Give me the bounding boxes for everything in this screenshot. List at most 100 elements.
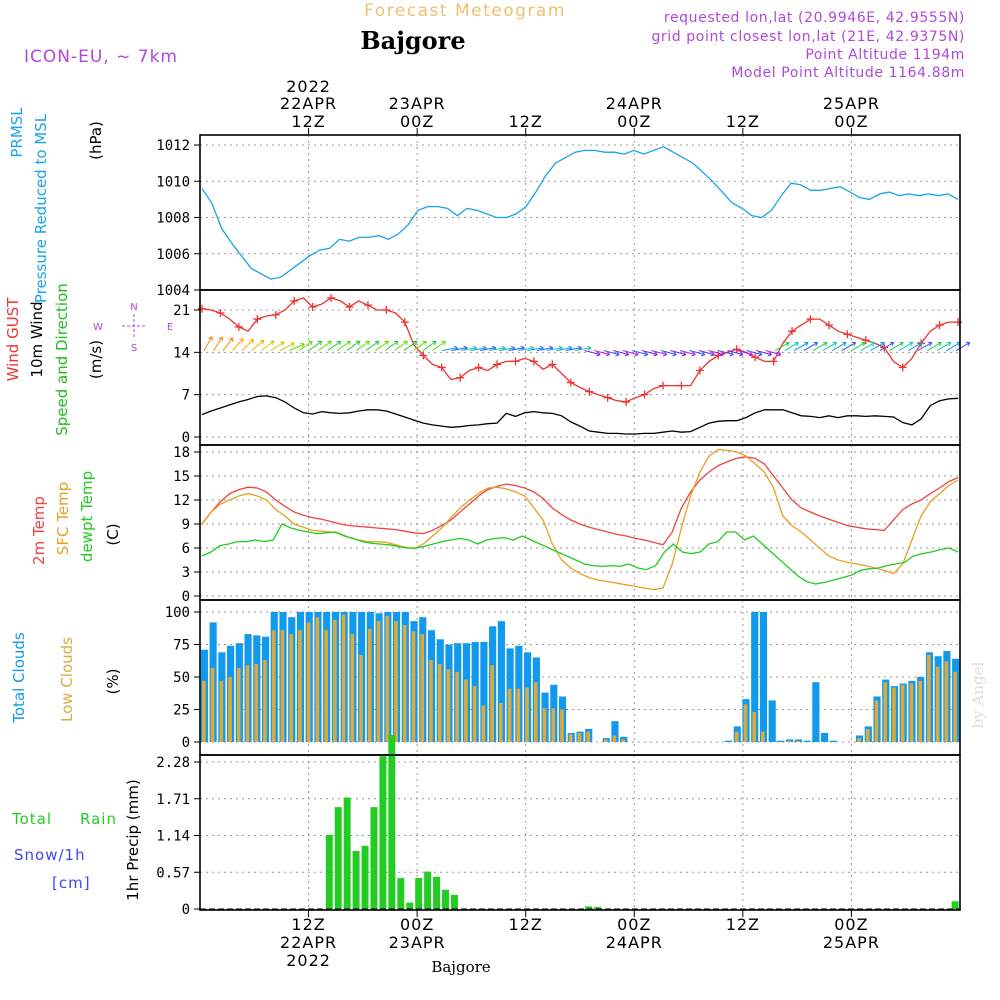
wind-direction-arrow: [708, 350, 725, 356]
wind-arrow-head: [908, 341, 914, 347]
bar-low-clouds: [446, 669, 451, 742]
top-tick-date: 25APR: [823, 94, 880, 113]
panel-label: Total: [11, 810, 52, 828]
gust-marker: [437, 363, 446, 372]
bar-low-clouds: [551, 708, 556, 742]
bar-low-clouds: [455, 671, 460, 742]
y-tick-label: 6: [182, 541, 190, 557]
bar-low-clouds: [289, 634, 294, 742]
wind-arrow-head: [300, 342, 305, 348]
top-tick-date: 22APR: [280, 94, 337, 113]
bar-precip: [370, 807, 378, 909]
wind-direction-arrow: [936, 342, 952, 351]
gust-marker: [898, 363, 907, 372]
y-tick-label: 75: [173, 638, 190, 654]
bar-precip: [343, 797, 351, 909]
y-tick-label: 21: [173, 303, 190, 319]
panel-label: Pressure Reduced to MSL: [32, 113, 50, 303]
wind-direction-arrow: [670, 350, 687, 356]
wind-direction-arrow: [736, 350, 753, 356]
bar-total-clouds: [821, 732, 829, 742]
bar-low-clouds: [857, 738, 861, 742]
wind-direction-arrow: [603, 350, 620, 356]
panel-frame: [199, 289, 961, 446]
bar-low-clouds: [909, 683, 914, 742]
gust-marker: [529, 357, 538, 366]
gust-marker: [788, 327, 797, 336]
gust-marker: [640, 390, 649, 399]
model-label: ICON-EU, ~ 7km: [24, 47, 178, 67]
compass-rose: N S W E: [93, 302, 173, 354]
wind-direction-arrow: [575, 347, 592, 352]
bar-low-clouds: [315, 617, 320, 742]
top-tick-year: 2022: [286, 77, 331, 96]
wind-direction-arrow: [556, 347, 573, 352]
wind-arrow-head: [218, 336, 223, 342]
bar-low-clouds: [490, 665, 494, 742]
panel-label: Total Clouds: [10, 632, 28, 724]
gust-marker: [271, 310, 280, 319]
wind-arrow-head: [374, 340, 380, 346]
bar-low-clouds: [306, 622, 311, 742]
panel-frame: [199, 754, 961, 911]
wind-direction-arrow: [822, 342, 837, 351]
wind-arrow-head: [634, 351, 639, 357]
gust-marker: [511, 357, 520, 366]
bar-total-clouds: [759, 612, 768, 742]
gust-marker: [658, 381, 667, 390]
panel-label: PRMSL: [8, 107, 26, 158]
wind-direction-arrow: [356, 340, 370, 351]
wind-direction-arrow: [346, 340, 361, 351]
wind-direction-arrow: [679, 350, 696, 356]
panel-2: 0 7 14 21 N S W E Wind GUST 10m Wind Speed and Dir…: [4, 283, 971, 446]
wind-direction-arrow: [774, 342, 790, 351]
bar-low-clouds: [586, 731, 591, 742]
bar-low-clouds: [542, 708, 547, 742]
bar-low-clouds: [324, 630, 328, 742]
panel-5: 0 0.57 1.14 1.71 2.28 Total Rain Snow/1h [cm] 1hr…: [11, 734, 961, 918]
wind-direction-arrow: [641, 350, 658, 356]
bar-precip: [594, 907, 601, 909]
model-altitude: Model Point Altitude 1164.88m: [731, 65, 965, 81]
bar-low-clouds: [210, 667, 215, 742]
y-tick-label: 1012: [156, 138, 190, 154]
wind-direction-arrow: [908, 342, 923, 351]
bar-precip: [388, 734, 396, 909]
wind-direction-arrow: [394, 340, 408, 351]
wind-direction-arrow: [365, 340, 380, 351]
wind-arrow-head: [355, 340, 361, 346]
wind-arrow-head: [918, 341, 923, 347]
bar-low-clouds: [394, 621, 398, 742]
top-tick-hour: 12Z: [291, 112, 325, 131]
bar-low-clouds: [953, 671, 957, 742]
wind-arrow-head: [228, 337, 234, 342]
wind-direction-arrow: [898, 342, 913, 351]
y-tick-label: 1010: [156, 174, 190, 190]
location-title: Bajgore: [360, 26, 465, 55]
bar-low-clouds: [743, 704, 748, 742]
wind-arrow-head: [719, 351, 725, 357]
wind-direction-arrow: [946, 342, 961, 351]
bar-low-clouds: [359, 654, 363, 742]
gust-marker: [585, 387, 594, 396]
bar-low-clouds: [254, 664, 259, 742]
top-tick-hour: 00Z: [617, 112, 651, 131]
bar-low-clouds: [525, 687, 529, 742]
wind-arrow-head: [870, 341, 876, 347]
bar-low-clouds: [437, 664, 442, 742]
bar-low-clouds: [376, 621, 381, 742]
panel-frame: [199, 134, 961, 291]
wind-direction-arrow: [384, 340, 399, 351]
bar-low-clouds: [568, 734, 573, 742]
wind-arrow-head: [308, 340, 313, 346]
bar-low-clouds: [245, 665, 250, 742]
bar-low-clouds: [228, 677, 232, 742]
panel-4: 0 25 50 75 100 Total Clouds Low Clouds (%): [10, 599, 961, 756]
panel-label: 2m Temp: [30, 496, 48, 565]
bar-low-clouds: [499, 703, 503, 742]
wind-direction-arrow: [927, 342, 942, 351]
bar-precip: [424, 871, 432, 909]
